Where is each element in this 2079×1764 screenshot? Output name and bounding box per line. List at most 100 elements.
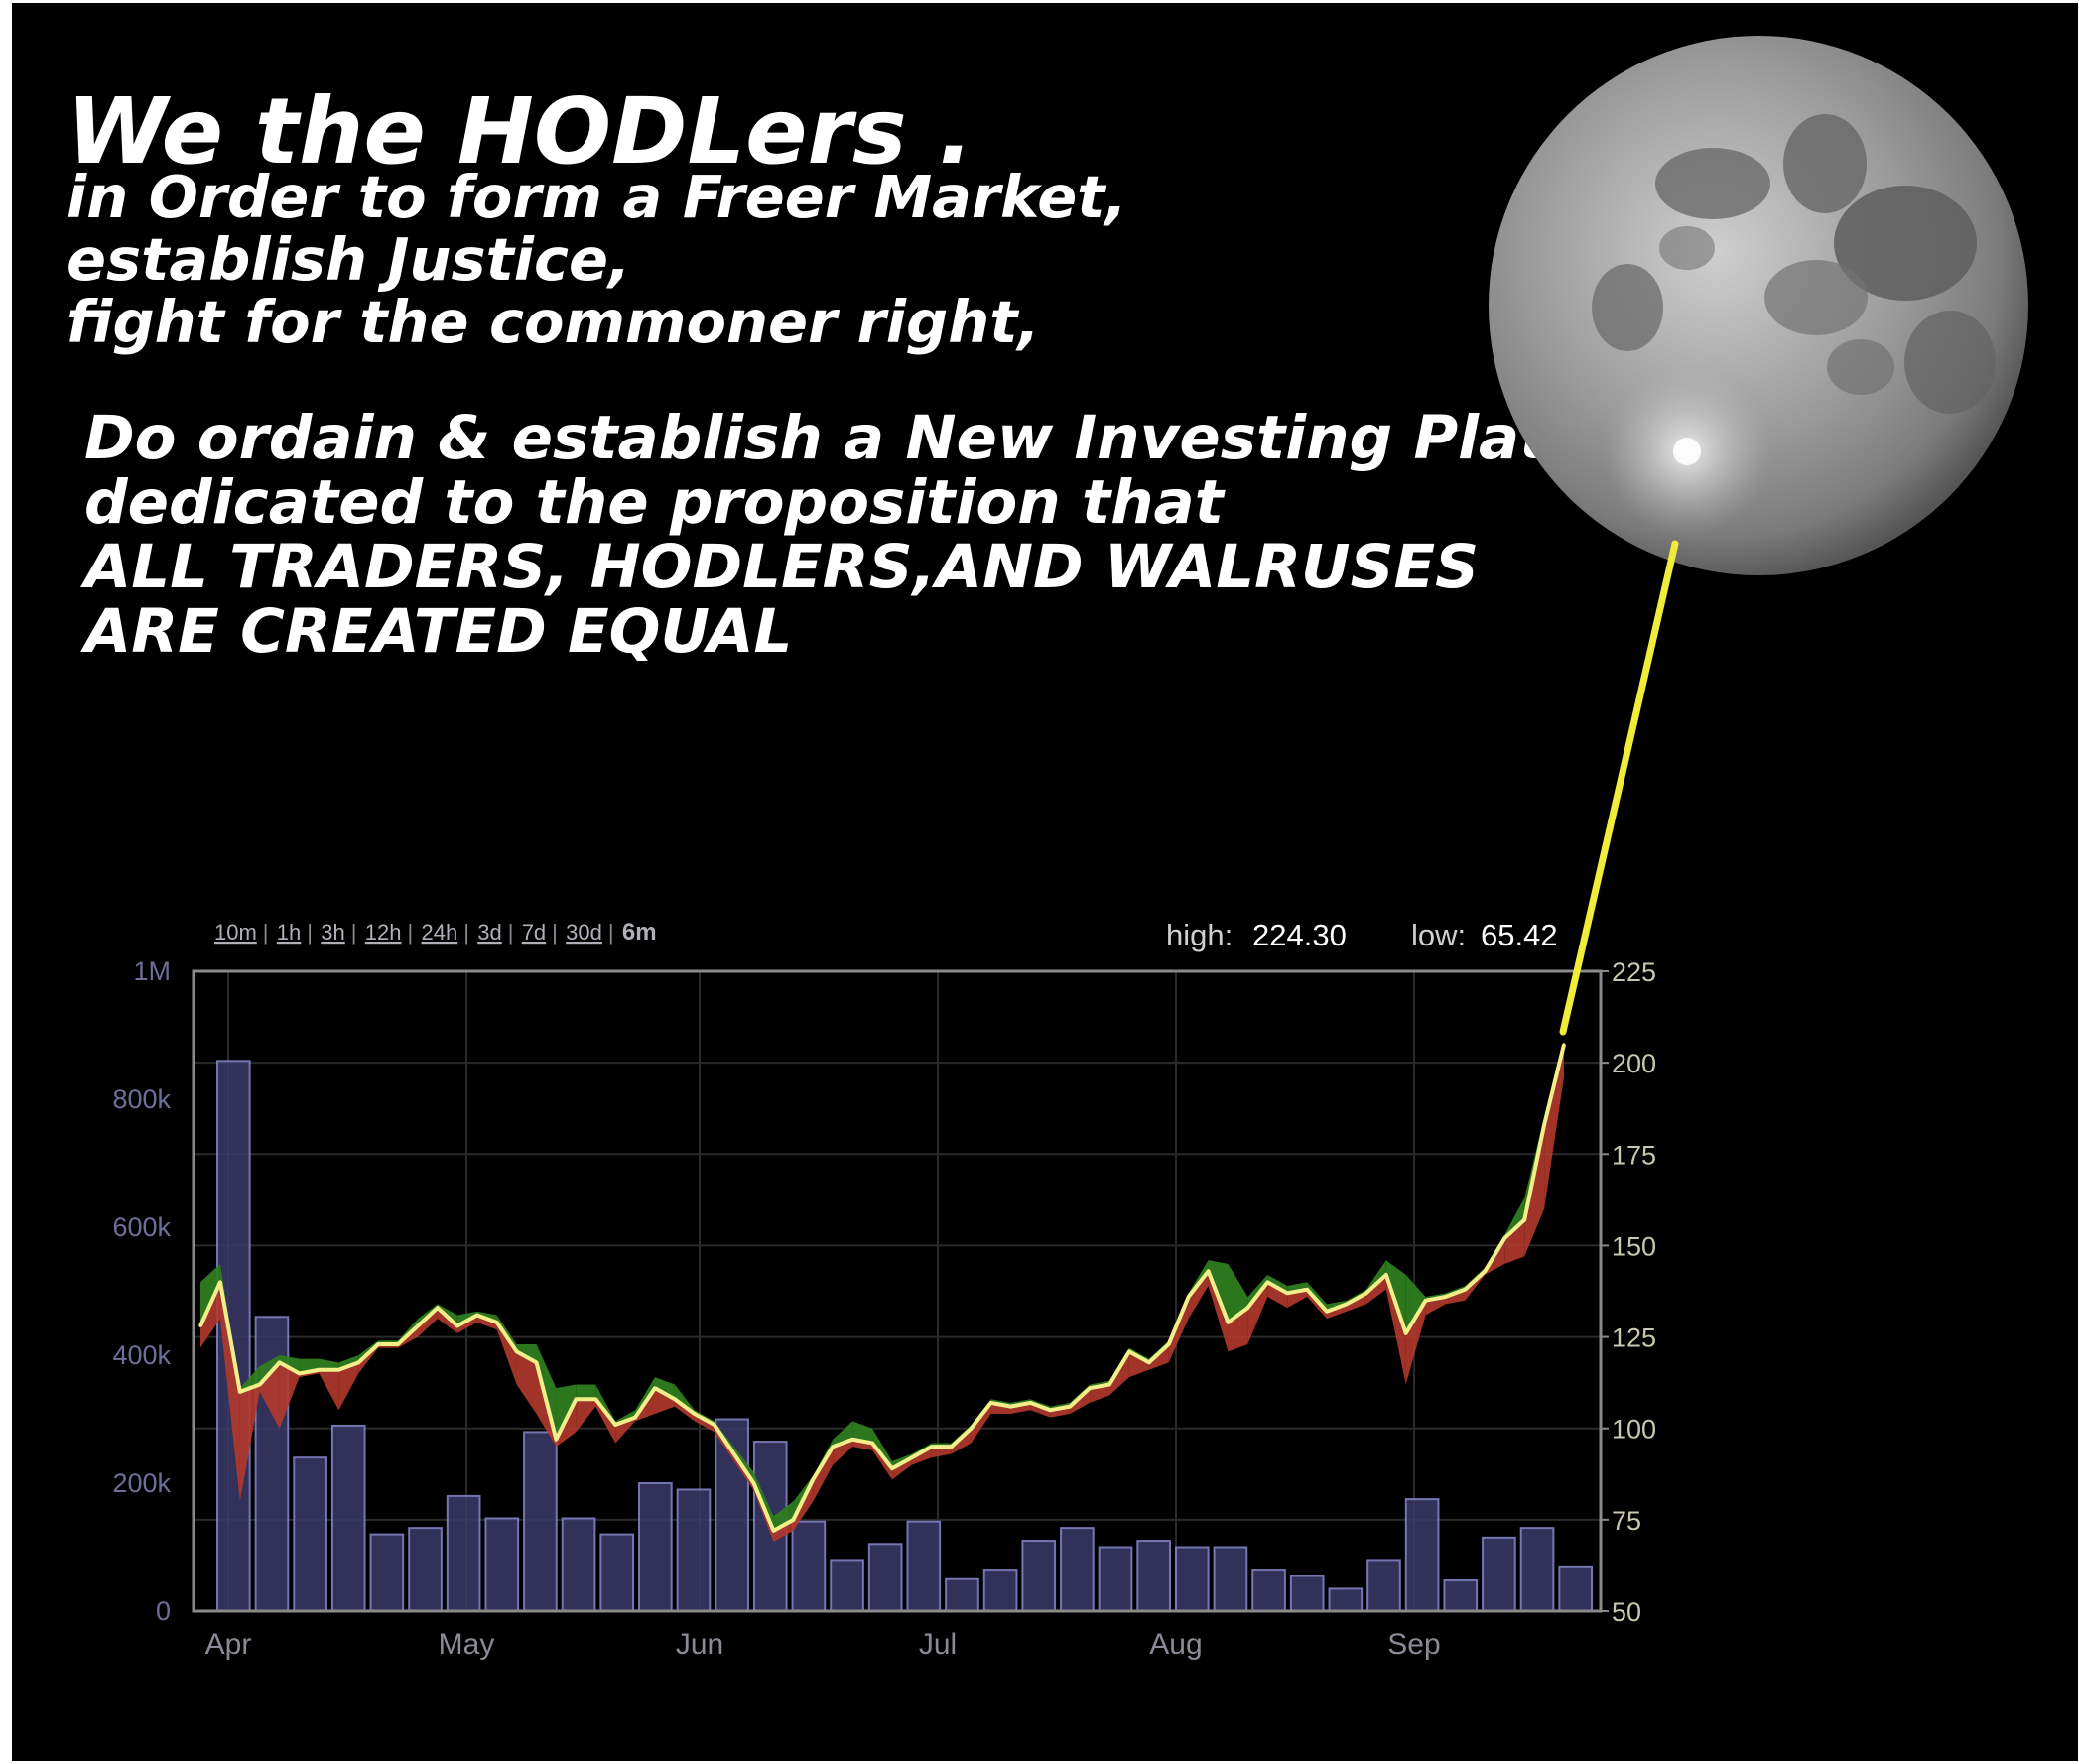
price-point: [1048, 1408, 1052, 1412]
high-value: 224.30: [1252, 918, 1347, 952]
volume-bar: [1098, 1546, 1133, 1612]
volume-bar: [408, 1527, 443, 1613]
range-option-1h[interactable]: 1h: [277, 920, 301, 945]
price-point: [1502, 1236, 1506, 1240]
price-band-down: [576, 1399, 596, 1433]
price-point: [713, 1423, 716, 1427]
price-band-up: [1365, 1260, 1386, 1294]
price-axis: 50 75 100 125 150 175 200 225: [1601, 957, 1656, 1627]
volume-bar: [867, 1543, 903, 1613]
price-point: [989, 1401, 993, 1405]
price-point: [1285, 1291, 1289, 1295]
range-option-6m[interactable]: 6m: [622, 919, 657, 945]
volume-bar: [906, 1520, 942, 1612]
volume-bar: [1021, 1540, 1057, 1613]
price-band-down: [595, 1399, 616, 1444]
price-point: [574, 1397, 578, 1401]
range-option-3h[interactable]: 3h: [321, 920, 344, 945]
price-point: [653, 1386, 657, 1390]
price-point: [1424, 1299, 1428, 1303]
price-point: [1068, 1405, 1072, 1409]
price-band-up: [319, 1358, 339, 1370]
range-separator: |: [307, 920, 313, 945]
price-point: [218, 1280, 222, 1284]
volume-bar: [1289, 1575, 1325, 1613]
price-point: [515, 1349, 519, 1353]
price-point: [1167, 1342, 1171, 1346]
price-point: [811, 1477, 815, 1481]
price-point: [1245, 1306, 1249, 1310]
volume-tick-label: 400k: [112, 1340, 171, 1370]
price-tick-label: 175: [1612, 1140, 1656, 1170]
volume-bar: [1443, 1579, 1479, 1613]
price-tick-label: 75: [1612, 1506, 1641, 1536]
low-label: low:: [1411, 918, 1466, 952]
price-point: [554, 1438, 558, 1442]
price-tick-label: 100: [1612, 1415, 1656, 1445]
price-point: [910, 1455, 914, 1459]
month-tick-label: Apr: [205, 1628, 252, 1661]
range-separator: |: [263, 920, 269, 945]
price-tick-label: 225: [1612, 957, 1656, 987]
price-point: [1562, 1043, 1566, 1047]
volume-bar: [369, 1533, 405, 1612]
price-point: [1542, 1123, 1546, 1127]
price-band-down: [1128, 1351, 1149, 1378]
volume-bar: [638, 1482, 673, 1612]
volume-bar: [1328, 1587, 1364, 1613]
price-band-down: [516, 1351, 537, 1414]
proposition-line-2: dedicated to the proposition that: [84, 467, 1224, 538]
price-point: [1404, 1331, 1408, 1335]
price-point: [930, 1445, 934, 1449]
volume-tick-label: 600k: [112, 1212, 171, 1242]
price-band-down: [279, 1362, 300, 1429]
volume-bar: [1251, 1569, 1286, 1612]
price-band-down: [319, 1369, 339, 1411]
volume-bar: [830, 1559, 864, 1613]
price-point: [416, 1324, 420, 1328]
volume-bar: [982, 1569, 1018, 1612]
volume-tick-label: 800k: [112, 1084, 171, 1114]
price-band-up: [655, 1377, 675, 1400]
volume-axis: 0 200k 400k 600k 800k 1M: [112, 956, 171, 1626]
range-option-10m[interactable]: 10m: [214, 920, 257, 945]
range-option-7d[interactable]: 7d: [522, 920, 546, 945]
range-option-3d[interactable]: 3d: [477, 920, 501, 945]
month-tick-label: Sep: [1387, 1628, 1440, 1661]
price-band-down: [200, 1282, 220, 1348]
price-tick-label: 200: [1612, 1049, 1656, 1078]
volume-bar: [599, 1533, 635, 1612]
range-option-12h[interactable]: 12h: [365, 920, 402, 945]
price-point: [1028, 1401, 1032, 1405]
price-point: [791, 1518, 795, 1522]
price-band-up: [872, 1428, 892, 1469]
range-option-24h[interactable]: 24h: [421, 920, 457, 945]
preamble-line-3: fight for the commoner right,: [66, 288, 1040, 356]
month-tick-label: Aug: [1149, 1628, 1202, 1661]
moon-string: [1559, 540, 1679, 1036]
price-point: [1187, 1295, 1191, 1299]
range-option-30d[interactable]: 30d: [566, 920, 602, 945]
price-band-down: [239, 1384, 260, 1502]
price-band-down: [1385, 1274, 1406, 1385]
price-band-up: [595, 1384, 616, 1426]
price-point: [495, 1321, 499, 1324]
month-tick-label: Jun: [676, 1628, 723, 1661]
volume-tick-label: 200k: [112, 1468, 171, 1498]
price-tick-label: 150: [1612, 1231, 1656, 1261]
volume-bar: [1174, 1546, 1210, 1612]
price-point: [336, 1368, 340, 1372]
volume-bar: [1404, 1498, 1440, 1612]
price-point: [1305, 1288, 1309, 1292]
price-tick-label: 50: [1612, 1597, 1641, 1627]
volume-bar: [446, 1494, 481, 1613]
price-point: [356, 1360, 360, 1364]
price-band-down: [1188, 1271, 1209, 1320]
price-point: [831, 1445, 835, 1449]
month-tick-label: Jul: [919, 1628, 957, 1661]
volume-bar: [330, 1424, 366, 1612]
range-selector: 10m | 1h | 3h | 12h | 24h | 3d | 7d | 30d | 6m: [214, 919, 657, 945]
price-point: [1147, 1360, 1151, 1364]
price-band-down: [496, 1322, 517, 1385]
